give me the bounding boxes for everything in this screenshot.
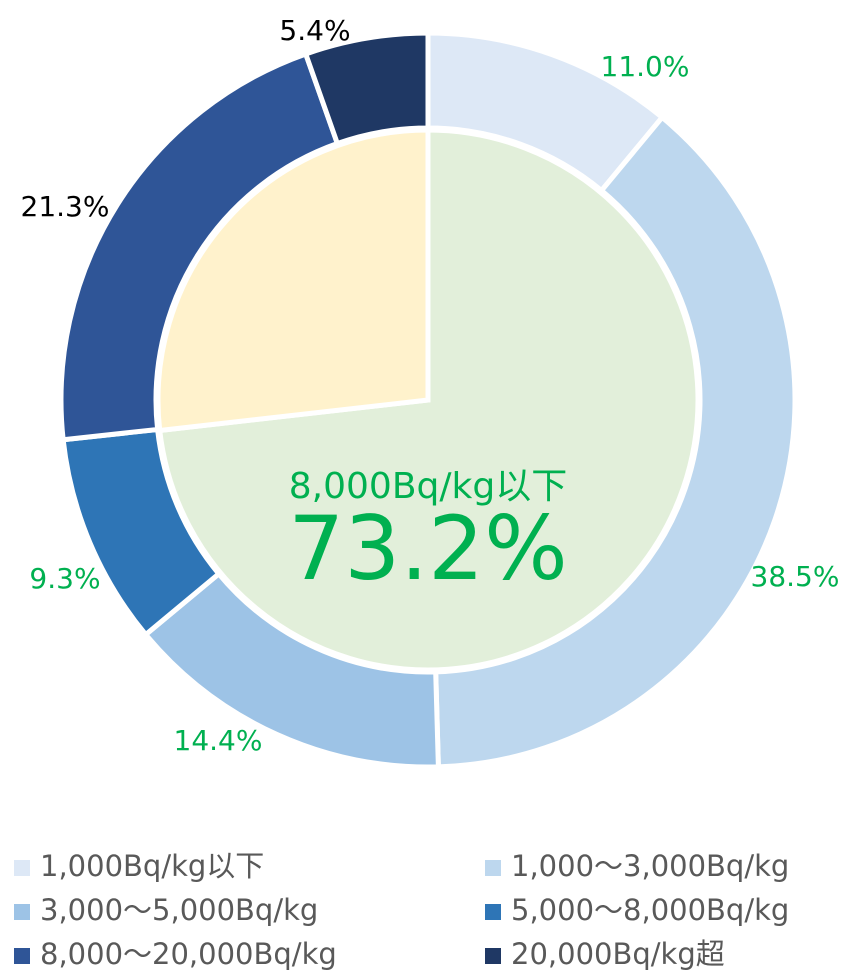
data-label: 11.0%	[601, 50, 690, 83]
legend-label: 20,000Bq/kg超	[511, 937, 725, 971]
legend-label: 5,000～8,000Bq/kg	[511, 893, 789, 927]
data-label: 14.4%	[174, 724, 263, 757]
legend-label: 3,000～5,000Bq/kg	[40, 893, 318, 927]
legend-label: 1,000Bq/kg以下	[40, 849, 264, 883]
legend-swatch	[485, 948, 501, 964]
legend-label: 8,000～20,000Bq/kg	[40, 937, 337, 971]
legend-label: 1,000～3,000Bq/kg	[511, 849, 789, 883]
data-label: 9.3%	[29, 562, 100, 595]
data-label: 38.5%	[751, 560, 840, 593]
legend-swatch	[485, 904, 501, 920]
data-label: 21.3%	[21, 190, 110, 223]
data-label: 5.4%	[279, 14, 350, 47]
legend-swatch	[485, 860, 501, 876]
legend-swatch	[14, 860, 30, 876]
legend-swatch	[14, 904, 30, 920]
legend-swatch	[14, 948, 30, 964]
center-label: 8,000Bq/kg以下	[289, 466, 567, 507]
center-value: 73.2%	[288, 497, 568, 600]
pie-segment	[155, 127, 431, 434]
